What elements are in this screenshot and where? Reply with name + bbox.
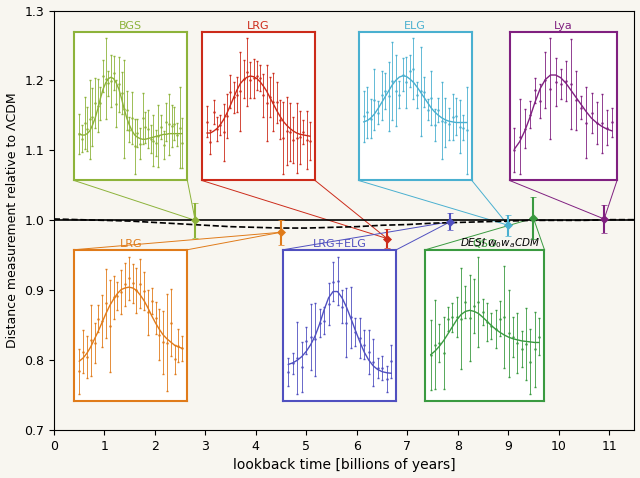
Y-axis label: Distance measurement relative to ΛCDM: Distance measurement relative to ΛCDM bbox=[6, 93, 19, 348]
X-axis label: lookback time [billions of years]: lookback time [billions of years] bbox=[233, 458, 456, 472]
Text: DESI $w_0w_a$CDM: DESI $w_0w_a$CDM bbox=[460, 236, 540, 250]
